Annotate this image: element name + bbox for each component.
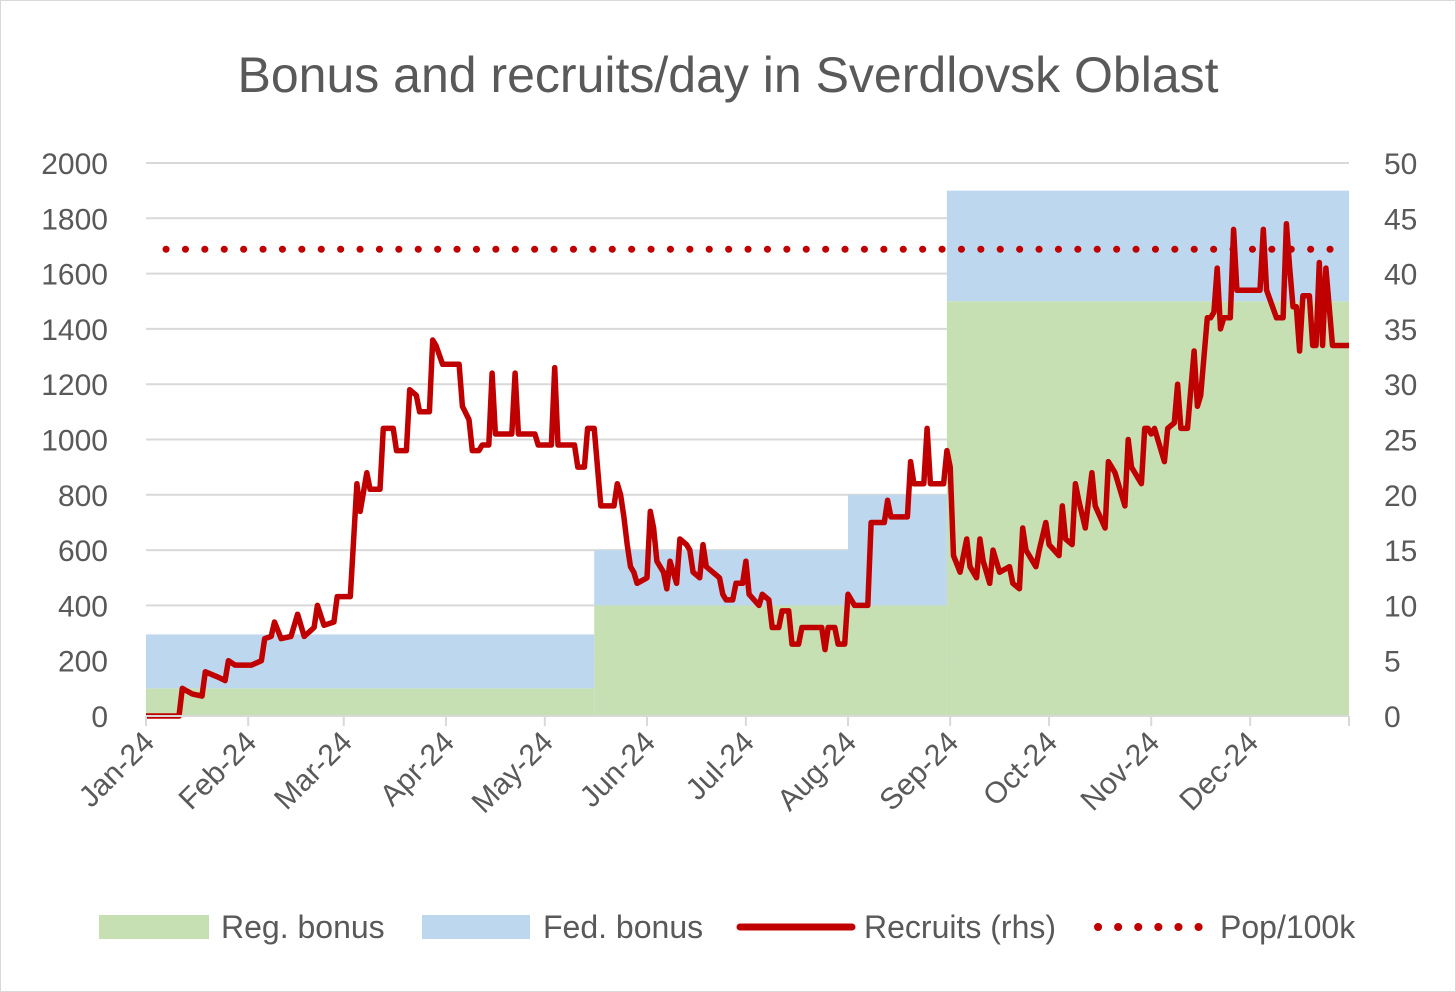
- x-tick-label: Nov-24: [1074, 726, 1166, 818]
- y-left-tick-label: 400: [58, 590, 108, 623]
- y-left-tick-label: 1200: [41, 369, 108, 402]
- y-left-tick-label: 1400: [41, 314, 108, 347]
- y-right-tick-label: 10: [1384, 590, 1417, 623]
- fed-bonus-area: [146, 634, 595, 689]
- x-tick-label: Jan-24: [73, 726, 161, 814]
- y-left-tick-label: 600: [58, 535, 108, 568]
- x-tick-label: Oct-24: [977, 726, 1064, 813]
- y-left-tick-label: 200: [58, 646, 108, 679]
- y-right-tick-label: 50: [1384, 148, 1417, 181]
- x-tick-label: Jun-24: [574, 726, 662, 814]
- x-tick-label: May-24: [466, 726, 560, 820]
- recruits-line-group: [146, 221, 1349, 719]
- legend: Reg. bonus Fed. bonus Recruits (rhs) Pop/10…: [99, 909, 1356, 945]
- y-left-tick-label: 2000: [41, 148, 108, 181]
- x-tick-label: Mar-24: [268, 726, 359, 817]
- legend-label-recruits: Recruits (rhs): [864, 909, 1056, 945]
- y-left-tick-label: 1800: [41, 203, 108, 236]
- x-tick-label: Feb-24: [173, 726, 264, 817]
- legend-label-pop: Pop/100k: [1220, 909, 1356, 945]
- y-right-tick-label: 35: [1384, 314, 1417, 347]
- legend-swatch-fed-bonus: [422, 915, 530, 939]
- bonus-areas: [146, 190, 1349, 716]
- x-tick-label: Apr-24: [374, 726, 461, 813]
- x-tick-label: Sep-24: [873, 726, 965, 818]
- y-right-tick-label: 15: [1384, 535, 1417, 568]
- y-right-tick-label: 30: [1384, 369, 1417, 402]
- y-right-tick-label: 0: [1384, 701, 1401, 734]
- recruits-line: [146, 221, 1349, 719]
- fed-bonus-area: [848, 494, 947, 606]
- y-right-tick-label: 40: [1384, 259, 1417, 292]
- y-left-tick-label: 0: [91, 701, 108, 734]
- y-right-tick-label: 20: [1384, 480, 1417, 513]
- y-right-tick-label: 25: [1384, 425, 1417, 458]
- y-right-tick-label: 45: [1384, 203, 1417, 236]
- y-left-tick-label: 800: [58, 480, 108, 513]
- reg-bonus-area: [946, 301, 1349, 716]
- legend-label-fed-bonus: Fed. bonus: [543, 909, 703, 945]
- legend-label-reg-bonus: Reg. bonus: [221, 909, 385, 945]
- y-right-tick-label: 5: [1384, 646, 1401, 679]
- chart-title: Bonus and recruits/day in Sverdlovsk Obl…: [237, 47, 1218, 103]
- legend-swatch-reg-bonus: [99, 915, 209, 939]
- x-tick-label: Jul-24: [680, 726, 761, 807]
- reg-bonus-area: [146, 688, 595, 716]
- x-tick-label: Dec-24: [1173, 726, 1265, 818]
- y-left-tick-label: 1600: [41, 259, 108, 292]
- y-left-tick-label: 1000: [41, 425, 108, 458]
- x-tick-label: Aug-24: [771, 726, 863, 818]
